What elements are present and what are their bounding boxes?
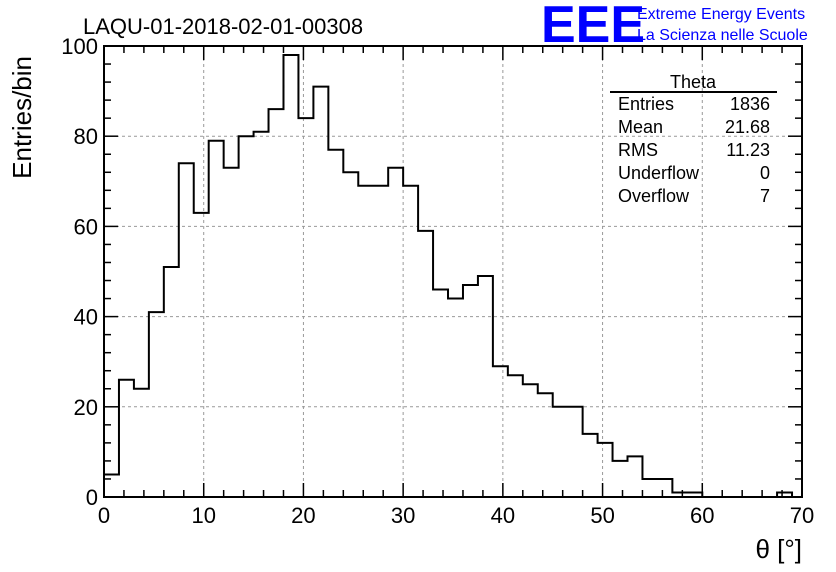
grid (104, 46, 802, 497)
histogram-series (103, 54, 794, 498)
y-axis-title: Entries/bin (7, 56, 37, 179)
stats-label: Overflow (618, 186, 690, 206)
y-tick-label: 20 (74, 395, 98, 420)
x-tick-label: 50 (590, 503, 614, 528)
stats-label: Entries (618, 94, 674, 114)
eee-logo-line2: La Scienza nelle Scuole (637, 27, 808, 44)
x-tick-label: 70 (790, 503, 814, 528)
stats-value: 21.68 (725, 117, 770, 137)
stats-label: RMS (618, 140, 658, 160)
stats-box: Theta Entries 1836 Mean 21.68 RMS 11.23 Underf… (610, 72, 777, 206)
y-tick-label: 100 (61, 34, 98, 59)
x-axis-title: θ [°] (755, 534, 802, 564)
eee-logo-line1: Extreme Energy Events (637, 6, 805, 23)
stats-label: Mean (618, 117, 663, 137)
x-tick-label: 40 (491, 503, 515, 528)
axis-ticks (103, 45, 803, 498)
y-tick-label: 40 (74, 305, 98, 330)
stats-value: 7 (760, 186, 770, 206)
eee-logo: EEE Extreme Energy Events La Scienza nel… (541, 0, 808, 54)
stats-title: Theta (670, 72, 717, 92)
x-tick-label: 60 (690, 503, 714, 528)
stats-label: Underflow (618, 163, 700, 183)
stats-value: 0 (760, 163, 770, 183)
y-tick-label: 80 (74, 124, 98, 149)
plot-frame (103, 45, 803, 498)
y-tick-label: 60 (74, 214, 98, 239)
x-tick-label: 0 (98, 503, 110, 528)
stats-value: 1836 (730, 94, 770, 114)
x-tick-label: 20 (291, 503, 315, 528)
y-tick-label: 0 (86, 485, 98, 510)
stats-value: 11.23 (726, 140, 770, 160)
chart-title: LAQU-01-2018-02-01-00308 (83, 14, 363, 39)
x-tick-label: 30 (391, 503, 415, 528)
x-tick-label: 10 (191, 503, 215, 528)
